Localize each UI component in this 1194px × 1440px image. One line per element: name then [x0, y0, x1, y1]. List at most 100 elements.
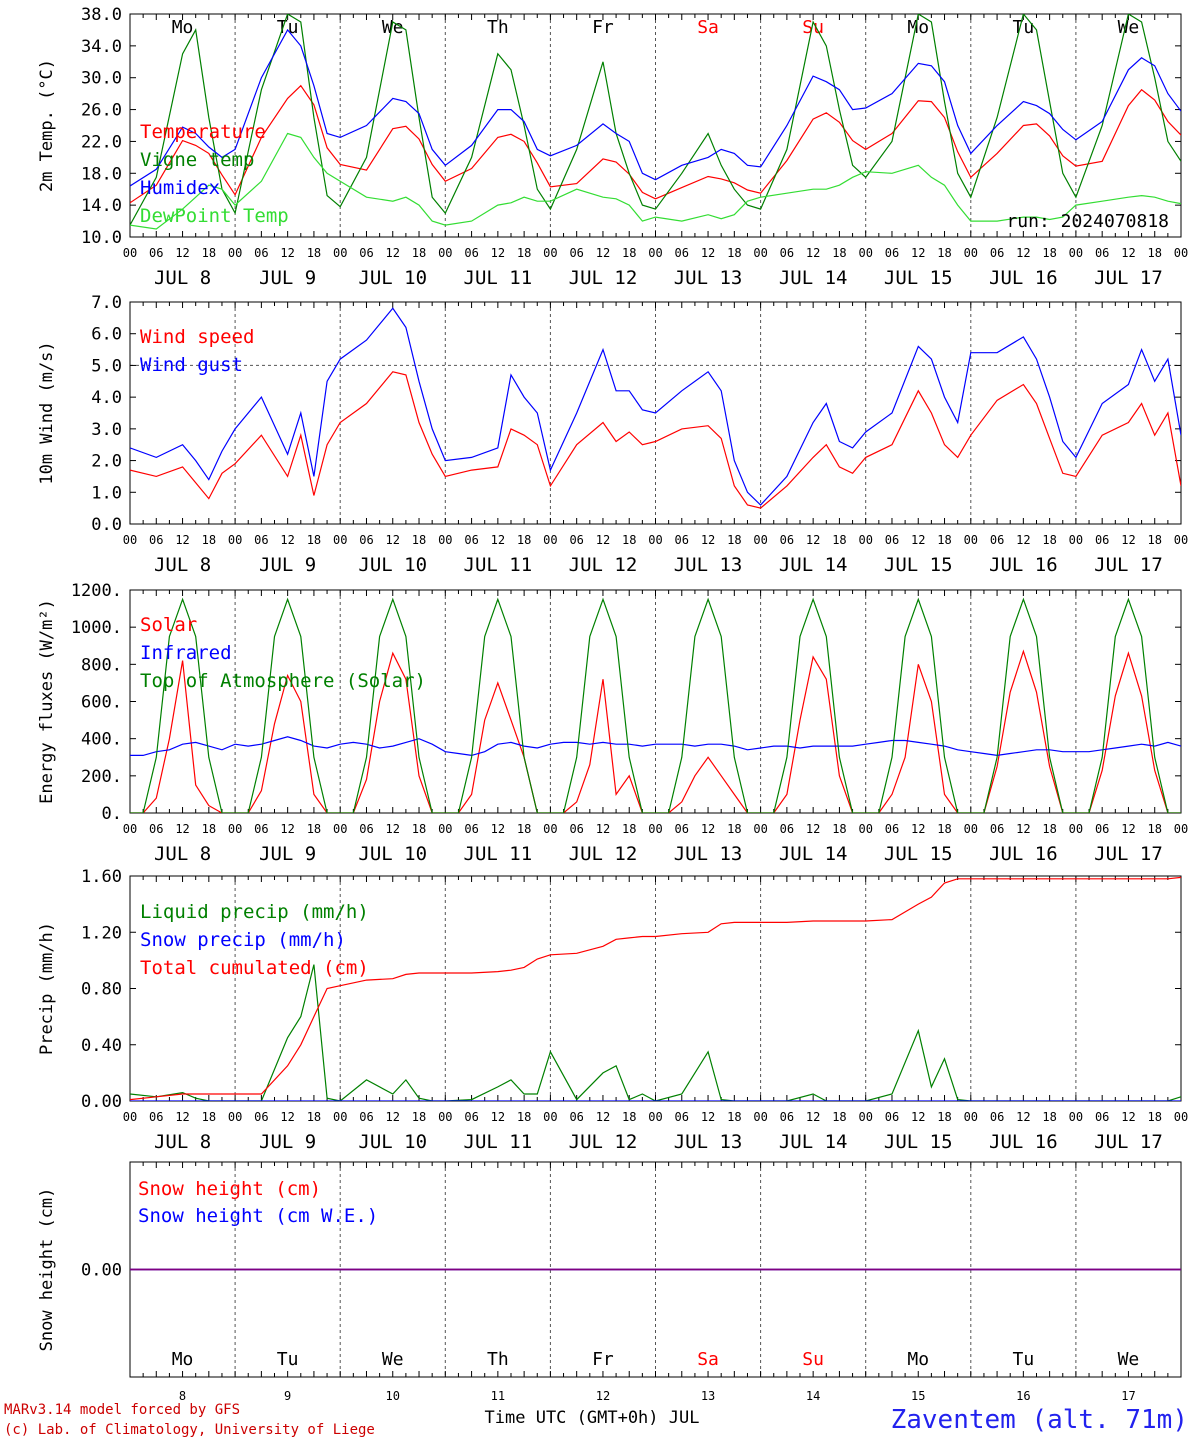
hour-tick-label: 06: [885, 246, 899, 260]
hour-tick-label: 06: [569, 1110, 583, 1124]
hour-tick-label: 00: [438, 533, 452, 547]
date-label: JUL 17: [1094, 267, 1163, 289]
series-line-vigne-temp: [130, 14, 1181, 226]
hour-tick-label: 18: [937, 246, 951, 260]
series-line-liquid-precip-mm-h: [130, 964, 1181, 1101]
hour-tick-label: 06: [254, 533, 268, 547]
hour-tick-label: 12: [596, 822, 610, 836]
legend-entry: Top of Atmosphere (Solar): [140, 670, 426, 692]
hour-tick-label: 00: [858, 246, 872, 260]
day-of-week-label: Mo: [907, 17, 929, 38]
hour-tick-label: 00: [1069, 1110, 1083, 1124]
hour-tick-label: 12: [386, 1110, 400, 1124]
hour-tick-label: 18: [412, 1110, 426, 1124]
y-tick-label: 6.0: [91, 325, 122, 345]
date-label: JUL 14: [779, 1131, 848, 1153]
hour-tick-label: 06: [675, 822, 689, 836]
hour-tick-label: 06: [464, 822, 478, 836]
date-label: JUL 12: [569, 554, 638, 576]
hour-tick-label: 06: [149, 246, 163, 260]
credit-line-1: MARv3.14 model forced by GFS: [4, 1402, 240, 1418]
series-line-wind-gust: [130, 307, 1181, 506]
hour-tick-label: 00: [438, 246, 452, 260]
hour-tick-label: 12: [386, 246, 400, 260]
hour-tick-label: 18: [412, 246, 426, 260]
temperature-panel: 10.0 14.0 18.0 22.0 26.0 30.0 34.0 38.0 2m Temp.…: [37, 5, 1188, 289]
hour-tick-label: 06: [990, 533, 1004, 547]
day-of-week-label: We: [1118, 17, 1140, 38]
hour-tick-label: 12: [1016, 246, 1030, 260]
legend-entry: Wind gust: [140, 354, 243, 376]
hour-tick-label: 00: [858, 822, 872, 836]
hour-tick-label: 00: [123, 1110, 137, 1124]
y-tick-label: 400.: [81, 730, 122, 750]
legend-entry: Snow height (cm): [138, 1178, 321, 1200]
hour-tick-label: 00: [1069, 246, 1083, 260]
hour-tick-label: 18: [622, 246, 636, 260]
hour-tick-label: 06: [675, 246, 689, 260]
hour-tick-label: 06: [1095, 246, 1109, 260]
day-of-week-label: Sa: [697, 1349, 719, 1370]
date-label: JUL 16: [989, 554, 1058, 576]
hour-tick-label: 06: [254, 246, 268, 260]
snow-height-panel: 0.00 Snow height (cm) Mo 8 Tu 9 We 10 Th 11 Fr 12 Sa…: [37, 1161, 1182, 1403]
hour-tick-label: 00: [543, 533, 557, 547]
hour-tick-label: 06: [149, 822, 163, 836]
hour-tick-label: 00: [858, 1110, 872, 1124]
hour-tick-label: 18: [517, 1110, 531, 1124]
hour-tick-label: 18: [937, 822, 951, 836]
hour-tick-label: 06: [254, 1110, 268, 1124]
hour-tick-label: 18: [202, 1110, 216, 1124]
hour-tick-label: 12: [491, 246, 505, 260]
day-number-label: 10: [386, 1389, 400, 1403]
day-number-label: 13: [701, 1389, 715, 1403]
hour-tick-label: 18: [937, 1110, 951, 1124]
hour-tick-label: 12: [1121, 246, 1135, 260]
hour-tick-label: 00: [753, 1110, 767, 1124]
hour-tick-label: 12: [806, 533, 820, 547]
hour-tick-label: 18: [1042, 246, 1056, 260]
date-label: JUL 10: [358, 267, 427, 289]
legend-entry: Liquid precip (mm/h): [140, 901, 369, 923]
run-annotation: run: 2024070818: [1006, 211, 1169, 232]
hour-tick-label: 00: [1174, 1110, 1188, 1124]
y-tick-label: 14.0: [81, 196, 122, 216]
y-tick-label: 0.00: [81, 1261, 122, 1281]
hour-tick-label: 06: [569, 246, 583, 260]
date-label: JUL 16: [989, 267, 1058, 289]
hour-tick-label: 18: [1147, 1110, 1161, 1124]
legend-entry: Snow height (cm W.E.): [138, 1205, 378, 1227]
day-of-week-label: Mo: [172, 17, 194, 38]
hour-tick-label: 18: [307, 822, 321, 836]
day-of-week-label: Mo: [172, 1349, 194, 1370]
date-label: JUL 12: [569, 267, 638, 289]
hour-tick-label: 18: [307, 533, 321, 547]
date-label: JUL 15: [884, 1131, 953, 1153]
hour-tick-label: 12: [280, 246, 294, 260]
y-tick-label: 18.0: [81, 164, 122, 184]
hour-tick-label: 12: [280, 1110, 294, 1124]
day-of-week-label: We: [382, 17, 404, 38]
date-label: JUL 8: [154, 1131, 211, 1153]
hour-tick-label: 00: [543, 822, 557, 836]
legend-entry: Wind speed: [140, 326, 254, 348]
x-axis-title: Time UTC (GMT+0h) JUL: [485, 1408, 700, 1428]
date-label: JUL 11: [464, 267, 533, 289]
hour-tick-label: 06: [885, 533, 899, 547]
y-tick-label: 22.0: [81, 132, 122, 152]
date-label: JUL 11: [464, 1131, 533, 1153]
date-label: JUL 11: [464, 554, 533, 576]
hour-tick-label: 18: [727, 533, 741, 547]
y-axis-label: Energy fluxes (W/m²): [37, 599, 57, 804]
date-label: JUL 8: [154, 267, 211, 289]
series-line-temperature: [130, 84, 1181, 204]
day-number-label: 9: [284, 1389, 291, 1403]
y-tick-label: 3.0: [91, 420, 122, 440]
y-tick-label: 26.0: [81, 101, 122, 121]
day-of-week-label: Fr: [592, 1349, 614, 1370]
day-of-week-label: Tu: [1013, 1349, 1035, 1370]
hour-tick-label: 18: [517, 246, 531, 260]
hour-tick-label: 00: [333, 822, 347, 836]
hour-tick-label: 12: [1121, 1110, 1135, 1124]
series-line-wind-speed: [130, 371, 1181, 509]
